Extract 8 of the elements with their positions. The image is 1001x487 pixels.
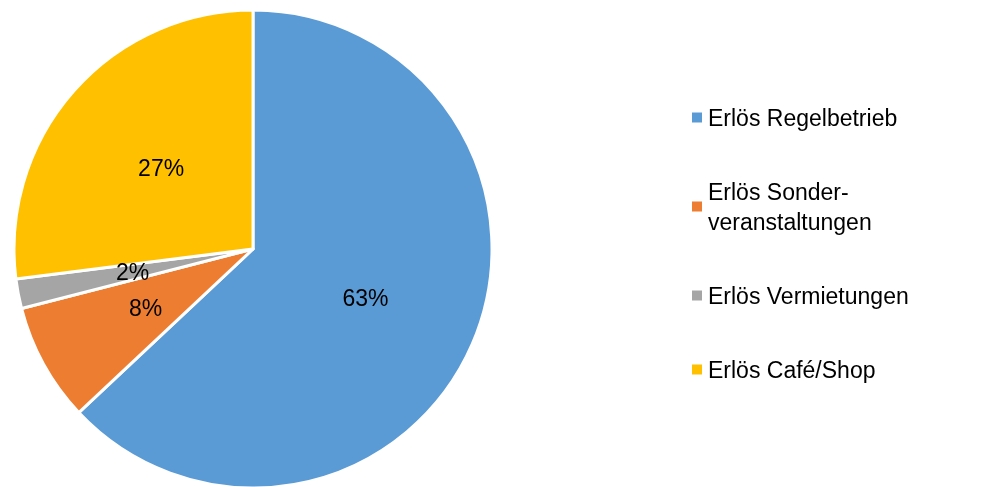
legend-label: Erlös Sonder- veranstaltungen — [708, 178, 872, 235]
data-label: 63% — [342, 284, 389, 311]
data-label: 2% — [116, 258, 150, 285]
legend-label: Erlös Café/Shop — [708, 356, 876, 383]
legend-label: Erlös Regelbetrieb — [708, 104, 898, 131]
data-label: 27% — [138, 154, 185, 181]
legend-label: Erlös Vermietungen — [708, 282, 909, 309]
data-label: 8% — [129, 295, 163, 322]
